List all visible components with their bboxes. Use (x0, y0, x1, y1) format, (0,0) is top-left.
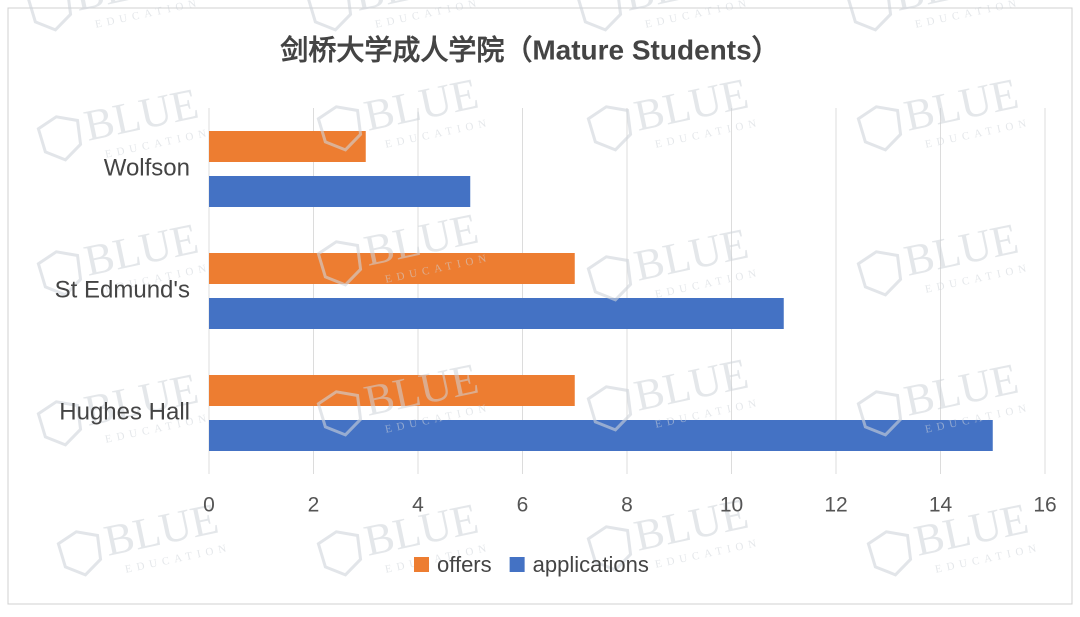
legend-swatch (509, 557, 525, 572)
watermark-shield (36, 115, 83, 162)
bar (209, 176, 471, 207)
watermark-shield (26, 0, 73, 32)
watermark-shield (586, 255, 633, 302)
bar (209, 253, 575, 284)
x-tick-label: 12 (824, 494, 847, 517)
x-tick-label: 14 (929, 494, 953, 517)
x-tick-label: 4 (412, 494, 424, 517)
watermark-shield (856, 105, 903, 152)
legend-swatch (414, 557, 429, 572)
bar (209, 131, 366, 162)
x-tick-label: 6 (517, 494, 529, 517)
y-tick-label: Hughes Hall (59, 398, 190, 425)
watermark-shield (56, 530, 103, 577)
legend-label: applications (533, 552, 649, 577)
bar (209, 375, 575, 406)
watermark-shield (316, 240, 363, 287)
watermark-shield (856, 390, 903, 437)
watermark-shield (846, 0, 893, 32)
watermark-shield (316, 530, 363, 577)
chart-title: 剑桥大学成人学院（Mature Students） (280, 33, 779, 65)
watermark-shield (586, 105, 633, 152)
y-tick-label: St Edmund's (55, 276, 190, 303)
plot-area (209, 131, 993, 451)
watermark-shield (316, 390, 363, 437)
watermark-shield (586, 525, 633, 572)
watermark-shield (576, 0, 623, 32)
watermark-shield (586, 385, 633, 432)
grid (208, 108, 1046, 474)
x-tick-label: 16 (1033, 494, 1056, 517)
x-tick-label: 8 (621, 494, 633, 517)
legend-label: offers (437, 552, 492, 577)
watermark-shield (306, 0, 353, 32)
watermark-shield (856, 250, 903, 297)
watermark-shield (866, 530, 913, 577)
y-tick-label: Wolfson (104, 154, 190, 181)
x-tick-label: 2 (308, 494, 320, 517)
x-tick-label: 10 (720, 494, 743, 517)
watermark-shield (316, 105, 363, 152)
bar (209, 298, 784, 329)
watermark-shield (36, 250, 83, 297)
watermark-shield (36, 400, 83, 447)
x-tick-label: 0 (203, 494, 215, 517)
